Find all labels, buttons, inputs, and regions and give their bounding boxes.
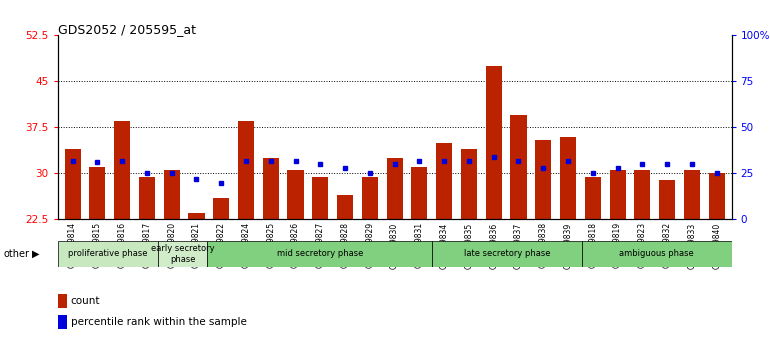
Bar [362, 177, 378, 219]
Text: other: other [4, 249, 30, 259]
Bar [263, 158, 279, 219]
Bar [411, 167, 427, 219]
Bar [58, 241, 158, 267]
Bar [584, 177, 601, 219]
Bar [164, 170, 179, 219]
Text: GDS2052 / 205595_at: GDS2052 / 205595_at [58, 23, 196, 36]
Bar [511, 115, 527, 219]
Bar [582, 241, 732, 267]
Bar [486, 66, 502, 219]
Text: early secretory
phase: early secretory phase [151, 244, 214, 264]
Text: ▶: ▶ [32, 249, 40, 259]
Bar [432, 241, 582, 267]
Bar [634, 170, 651, 219]
Bar [114, 121, 130, 219]
Bar [189, 213, 205, 219]
Bar [213, 198, 229, 219]
Text: percentile rank within the sample: percentile rank within the sample [71, 317, 246, 327]
Bar [560, 137, 576, 219]
Bar [238, 121, 254, 219]
Bar [387, 158, 403, 219]
Text: ambiguous phase: ambiguous phase [619, 250, 694, 258]
Bar [207, 241, 432, 267]
Bar [610, 170, 625, 219]
Bar [287, 170, 303, 219]
Bar [65, 149, 81, 219]
Bar [436, 143, 452, 219]
Bar [684, 170, 700, 219]
Text: mid secretory phase: mid secretory phase [276, 250, 363, 258]
Bar [313, 177, 328, 219]
Text: count: count [71, 296, 100, 306]
Bar [535, 140, 551, 219]
Text: proliferative phase: proliferative phase [68, 250, 147, 258]
Text: late secretory phase: late secretory phase [464, 250, 551, 258]
Bar [89, 167, 105, 219]
Bar [139, 177, 155, 219]
Bar [337, 195, 353, 219]
Bar [461, 149, 477, 219]
Bar [158, 241, 207, 267]
Bar [659, 179, 675, 219]
Bar [708, 173, 725, 219]
